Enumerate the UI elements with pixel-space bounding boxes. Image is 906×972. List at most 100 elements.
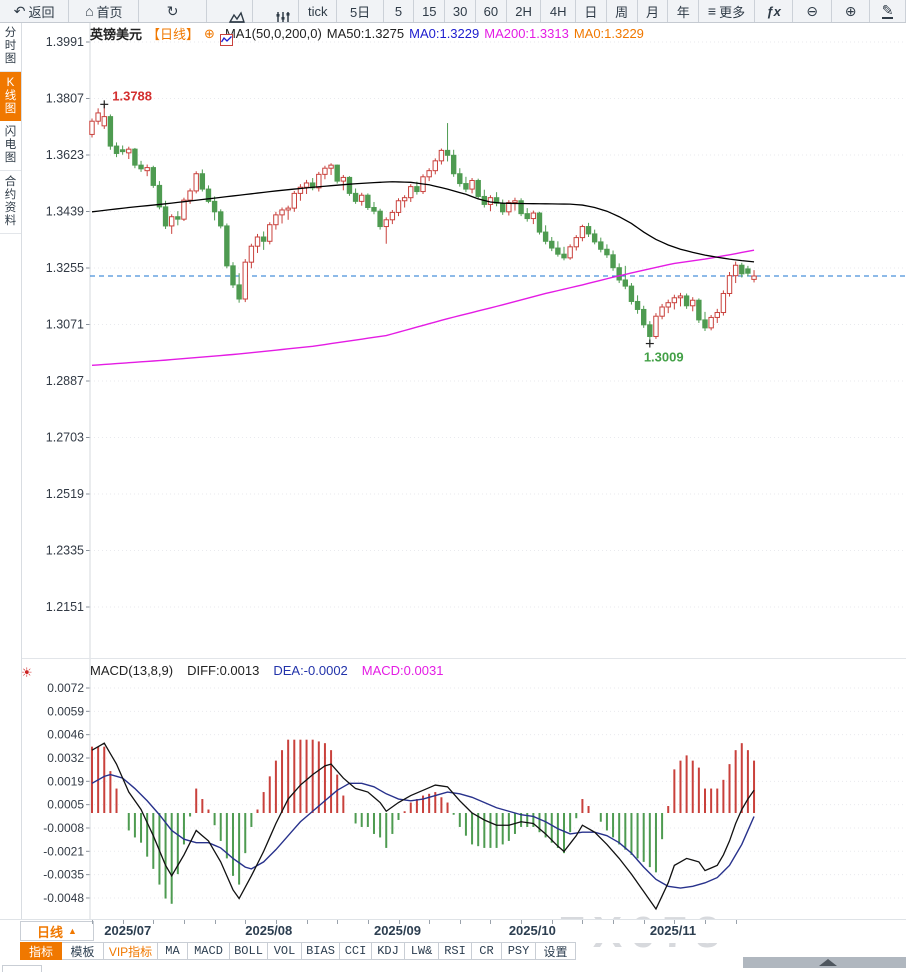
period-day-button-label: 日 [584,4,598,20]
svg-text:1.2887: 1.2887 [46,374,84,388]
expand-up-icon: ▲ [68,926,77,936]
period-4h-button[interactable]: 4H [541,0,577,22]
home-icon: ⌂ [85,3,94,19]
svg-text:0.0046: 0.0046 [47,728,84,742]
x-axis-tick [613,920,615,924]
ma0-orange-value: MA0:1.3229 [573,26,644,41]
x-axis-tick [582,920,584,924]
sidebar-item-contract-info[interactable]: 合约资料 [0,171,21,234]
x-axis-tick [459,920,461,924]
period-30-button[interactable]: 30 [445,0,476,22]
home-button-label: 首页 [96,4,123,20]
x-axis-tick [122,920,124,924]
period-month-button[interactable]: 月 [638,0,669,22]
svg-text:0.0072: 0.0072 [47,681,84,695]
period-year-button-label: 年 [676,4,690,20]
back-arrow-icon: ↶ [13,3,26,19]
svg-text:-0.0021: -0.0021 [43,844,84,858]
macd-indicator-chart[interactable]: 0.0072 0.0059 0.0046 0.0032 0.0019 0.0005 -0.0… [22,658,906,920]
svg-text:1.2519: 1.2519 [46,487,84,501]
tab-vip-indicator[interactable]: VIP指标 [104,942,158,960]
tab-cr[interactable]: CR [472,942,502,960]
home-button[interactable]: ⌂ 首页 [69,0,140,22]
period-5-button[interactable]: 5 [384,0,415,22]
macd-params: MACD(13,8,9) [90,663,174,678]
sidebar-item-lightning-chart[interactable]: 闪电图 [0,121,21,171]
tab-ma[interactable]: MA [158,942,188,960]
tab-macd[interactable]: MACD [188,942,230,960]
svg-text:0.0005: 0.0005 [47,798,84,812]
draw-button[interactable]: ✎ [870,0,906,22]
x-axis-month-label: 2025/08 [245,923,293,938]
tab-cci[interactable]: CCI [340,942,372,960]
x-axis-tick [245,920,247,924]
svg-text:1.3255: 1.3255 [46,261,84,275]
tick-period-button-label: tick [308,3,328,19]
tab-template[interactable]: 模板 [62,942,104,960]
x-axis-tick [275,920,277,924]
menu-icon: ≡ [707,3,717,19]
x-axis-tick [367,920,369,924]
symbol-name: 英镑美元 [90,27,143,42]
x-axis-tick [214,920,216,924]
pencil-icon: ✎ [881,2,894,19]
zoom-out-button[interactable]: ⊖ [793,0,832,22]
x-axis-tick [551,920,553,924]
tab-vol[interactable]: VOL [268,942,302,960]
formula-button[interactable]: ƒx [755,0,794,22]
tab-settings[interactable]: 设置 [536,942,576,960]
tab-bias[interactable]: BIAS [302,942,340,960]
tab-boll[interactable]: BOLL [230,942,268,960]
back-button[interactable]: ↶ 返回 [0,0,70,22]
area-chart-button[interactable] [207,0,253,23]
period-5day-button[interactable]: 5日 [337,0,384,22]
zoom-in-button[interactable]: ⊕ [832,0,871,22]
svg-text:1.2151: 1.2151 [46,600,84,614]
x-axis-tick [153,920,155,924]
zoom-out-icon: ⊖ [806,3,818,19]
period-day-button[interactable]: 日 [576,0,607,22]
x-axis-tick [306,920,308,924]
period-60-button-label: 60 [483,3,499,19]
candlestick-button[interactable] [253,0,300,22]
period-week-button[interactable]: 周 [607,0,638,22]
more-button[interactable]: ≡ 更多 [699,0,755,22]
macd-header: MACD(13,8,9) DIFF:0.0013 DEA:-0.0002 MAC… [90,663,443,678]
svg-text:1.2703: 1.2703 [46,431,84,445]
period-year-button[interactable]: 年 [668,0,700,22]
tab-kdj[interactable]: KDJ [372,942,405,960]
scrollbar-up-arrow-icon [819,959,837,966]
svg-text:1.3623: 1.3623 [46,148,84,162]
refresh-button[interactable]: ↻ [139,0,207,22]
bottom-scrollbar[interactable] [743,957,906,968]
tab-indicator[interactable]: 指标 [20,942,62,960]
tab-psy[interactable]: PSY [502,942,536,960]
svg-text:0.0032: 0.0032 [47,751,84,765]
period-2h-button-label: 2H [515,3,532,19]
indicator-settings-icon[interactable]: ☀ [21,665,33,680]
dea-value: DEA:-0.0002 [273,663,348,678]
svg-text:0.0019: 0.0019 [47,774,84,788]
period-5-button-label: 5 [394,3,403,19]
sidebar-item-time-chart[interactable]: 分时图 [0,22,21,72]
tab-rsi[interactable]: RSI [439,942,472,960]
fx-icon: ƒx [766,3,781,19]
svg-text:-0.0008: -0.0008 [43,821,84,835]
period-15-button[interactable]: 15 [414,0,446,22]
tab-lw[interactable]: LW& [405,942,439,960]
period-60-button[interactable]: 60 [476,0,507,22]
tick-period-button[interactable]: tick [299,0,338,22]
diff-value: DIFF:0.0013 [187,663,260,678]
add-favorite-icon[interactable]: ⊕ [204,25,215,41]
main-price-chart[interactable]: 1.3991 1.3807 1.3623 1.3439 1.3255 1.3071 1.28… [22,22,906,658]
svg-text:1.3009: 1.3009 [644,350,684,365]
period-tag: 【日线】 [147,27,200,42]
macd-value: MACD:0.0031 [361,663,444,678]
x-axis-month-label: 2025/07 [104,923,152,938]
period-selector-chip[interactable]: 日线 ▲ [20,921,94,941]
period-5day-button-label: 5日 [349,4,371,20]
period-2h-button[interactable]: 2H [507,0,542,22]
svg-text:1.3807: 1.3807 [46,92,84,106]
